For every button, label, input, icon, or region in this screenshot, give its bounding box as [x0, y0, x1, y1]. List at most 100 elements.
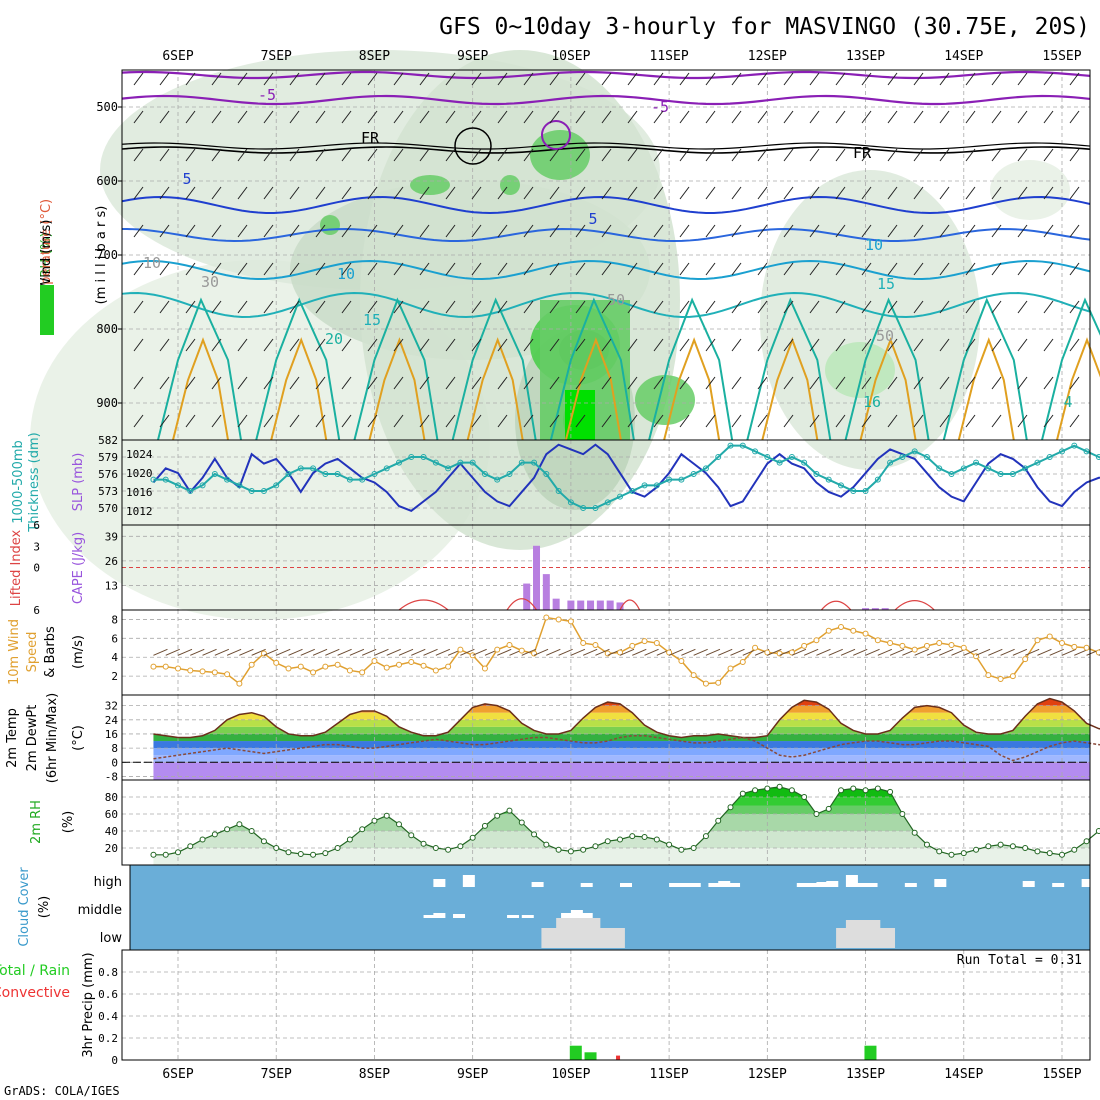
data-point: [825, 805, 832, 812]
wind-barb: [1017, 338, 1028, 352]
wind-barb: [1069, 300, 1080, 314]
data-point: [396, 661, 402, 668]
warm-contour: [451, 297, 537, 441]
wind-barb: [653, 72, 664, 86]
wind-barb: [809, 414, 820, 428]
wind-barb: [1024, 648, 1040, 656]
wind-barb: [393, 262, 404, 276]
x-tick-label-bottom: 15SEP: [1042, 1067, 1081, 1082]
wind-barb: [627, 72, 638, 86]
data-point: [629, 642, 636, 649]
y-tick-label: 2: [111, 670, 118, 683]
precip-bar: [569, 1045, 582, 1060]
data-point: [432, 667, 439, 674]
y-tick-label: 500: [96, 100, 118, 114]
contour-label: 4: [1063, 393, 1072, 411]
cloud-block: [561, 913, 574, 918]
wind-barb: [289, 262, 300, 276]
wind-barb: [1061, 648, 1077, 656]
data-point: [973, 846, 980, 853]
data-point: [273, 659, 280, 666]
wind-barb: [237, 376, 248, 390]
data-point: [752, 644, 759, 651]
wind-barb: [803, 648, 819, 656]
rh-shading: [760, 170, 980, 470]
x-tick-label-top: 13SEP: [846, 49, 885, 64]
y-tick-label: 4: [111, 651, 118, 664]
wind-barb: [523, 300, 534, 314]
wind-barb: [471, 186, 482, 200]
panel-precip: 0 0.2 0.4 0.6 0.8 Run Total = 0.31 Total / Rai…: [0, 949, 1091, 1067]
data-point: [567, 618, 574, 625]
wind-barb: [159, 262, 170, 276]
wind-barb: [393, 376, 404, 390]
data-point: [1095, 454, 1100, 460]
wind-barb: [991, 72, 1002, 86]
data-point: [825, 476, 832, 483]
wind-barb: [315, 110, 326, 124]
data-point: [997, 471, 1004, 477]
wind-barb: [913, 376, 924, 390]
wind-barb: [1069, 224, 1080, 238]
wind-barb: [1017, 224, 1028, 238]
data-point: [580, 846, 587, 853]
wind-barb: [575, 72, 586, 86]
wind-barb: [767, 648, 782, 656]
wind-barb: [312, 648, 328, 656]
wind-barb: [679, 72, 690, 86]
wind-barb: [965, 376, 976, 390]
data-point: [666, 841, 673, 848]
contour-label: 5: [588, 210, 597, 228]
wind-barb: [185, 224, 196, 238]
wind-barb: [939, 376, 950, 390]
wind-barb: [341, 148, 352, 162]
data-point: [985, 843, 992, 850]
x-tick-label-top: 6SEP: [162, 49, 193, 64]
axis-title: Total / Rain: [0, 963, 70, 979]
wind-barb: [237, 72, 248, 86]
data-point: [371, 471, 378, 477]
data-point: [175, 849, 181, 856]
wind-barb: [289, 300, 300, 314]
wind-barb: [757, 300, 768, 314]
wind-barb: [939, 414, 950, 428]
data-point: [936, 848, 943, 855]
cloud-block: [507, 915, 520, 918]
data-point: [604, 838, 611, 845]
data-point: [297, 850, 304, 857]
wind-barb: [627, 338, 638, 352]
wind-barb: [367, 300, 378, 314]
contour-label: FR: [853, 144, 872, 162]
wind-barb: [627, 262, 638, 276]
wind-barb: [445, 72, 456, 86]
y-tick-label: 0.2: [98, 1032, 118, 1045]
wind-barb: [211, 110, 222, 124]
wind-barb: [835, 338, 846, 352]
panel-rh2m: 20 40 60 80 2m RH (%): [29, 779, 1100, 866]
data-point: [813, 637, 820, 644]
wind-barb: [653, 262, 664, 276]
data-point: [346, 476, 353, 483]
data-point: [334, 845, 341, 851]
y-tick-label: 39: [105, 530, 118, 543]
wind-barb: [939, 648, 954, 656]
warm-contour: [255, 297, 341, 441]
cloud-block: [806, 883, 819, 887]
axis-title: 10m Wind: [7, 619, 22, 685]
wind-barb: [1069, 262, 1080, 276]
warm-contour: [368, 337, 426, 441]
wind-barb: [1017, 148, 1028, 162]
wind-barb: [575, 186, 586, 200]
wind-barb: [601, 262, 612, 276]
data-point: [788, 787, 795, 794]
data-point: [543, 614, 550, 621]
wind-barb: [251, 648, 266, 656]
temperature-contour: [121, 70, 1091, 80]
wind-barb: [1017, 72, 1028, 86]
data-point: [715, 817, 722, 824]
contour-label: 15: [363, 311, 381, 329]
wind-barb: [783, 376, 794, 390]
data-point: [641, 482, 648, 489]
cloud-block: [453, 914, 466, 918]
data-point: [236, 482, 243, 489]
